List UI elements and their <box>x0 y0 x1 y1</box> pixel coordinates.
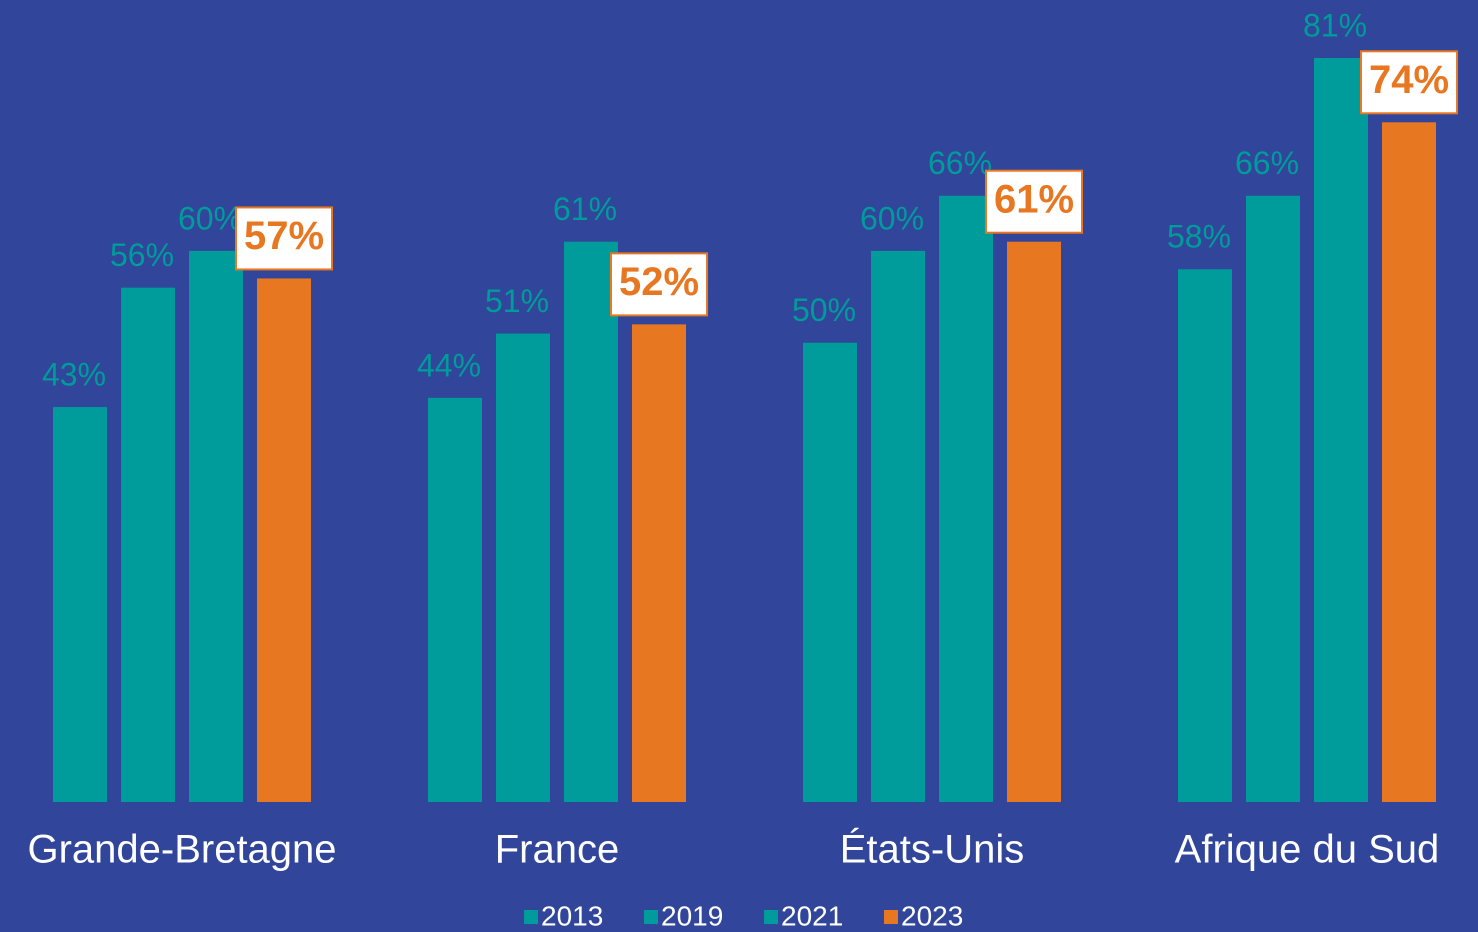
legend-label: 2021 <box>781 900 843 931</box>
value-label: 56% <box>110 237 174 273</box>
value-label-box <box>234 206 334 271</box>
value-label: 60% <box>860 200 924 236</box>
legend-swatch <box>764 910 778 924</box>
bar <box>257 278 311 802</box>
bar <box>632 324 686 802</box>
value-label: 81% <box>1303 7 1367 43</box>
value-label: 51% <box>485 283 549 319</box>
legend-swatch <box>884 910 898 924</box>
value-label-box <box>609 252 709 317</box>
value-label: 60% <box>178 200 242 236</box>
value-label: 58% <box>1167 219 1231 255</box>
legend-label: 2019 <box>661 900 723 931</box>
category-label: États-Unis <box>840 827 1025 872</box>
bar <box>871 250 925 802</box>
value-label: 74% <box>1369 58 1449 102</box>
value-label: 52% <box>619 260 699 304</box>
bar <box>1382 122 1436 803</box>
value-label: 44% <box>417 347 481 383</box>
bar <box>428 397 482 802</box>
category-label: Afrique du Sud <box>1175 828 1440 872</box>
bar <box>564 241 618 802</box>
bar <box>1246 195 1300 802</box>
value-label: 66% <box>1235 145 1299 181</box>
bar <box>1007 241 1061 802</box>
bar <box>189 250 243 802</box>
value-label: 61% <box>994 177 1074 221</box>
value-label: 43% <box>42 356 106 392</box>
category-label: France <box>495 828 620 872</box>
value-label: 50% <box>792 292 856 328</box>
bar <box>939 195 993 802</box>
value-label: 57% <box>244 214 324 258</box>
bar <box>53 407 107 802</box>
bar <box>496 333 550 802</box>
bar <box>121 287 175 802</box>
value-label-box <box>1359 50 1459 115</box>
bar <box>1178 269 1232 802</box>
value-label: 61% <box>553 191 617 227</box>
bar <box>1314 58 1368 802</box>
legend-label: 2023 <box>901 900 963 931</box>
value-label-box <box>984 169 1084 234</box>
value-label: 66% <box>928 145 992 181</box>
category-label: Grande-Bretagne <box>27 828 336 872</box>
bar <box>803 342 857 802</box>
legend-swatch <box>644 910 658 924</box>
legend-swatch <box>524 910 538 924</box>
legend-label: 2013 <box>541 900 603 931</box>
